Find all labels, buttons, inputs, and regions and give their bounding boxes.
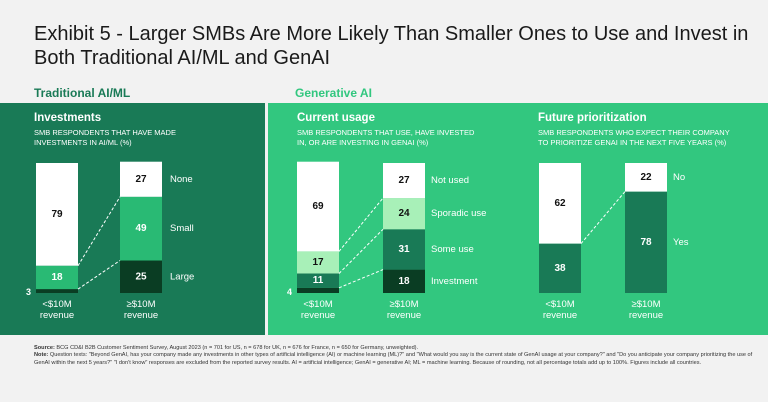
x-label-line: revenue bbox=[300, 310, 336, 321]
bar-usage-large-sporadic-use bbox=[383, 198, 425, 230]
legend-label: Some use bbox=[431, 244, 474, 255]
value-label: 18 bbox=[398, 276, 410, 287]
bar-investments-small-large bbox=[36, 289, 78, 293]
legend-label: Sporadic use bbox=[431, 208, 486, 219]
chart-subtitle-investments-2: INVESTMENTS IN AI/ML (%) bbox=[34, 138, 132, 147]
x-label-usage-small: <$10M revenue bbox=[297, 299, 339, 321]
value-label: 11 bbox=[313, 275, 324, 286]
chart-subtitle-current-usage-1: SMB RESPONDENTS THAT USE, HAVE INVESTED bbox=[297, 128, 475, 137]
chart-subtitle-future-prioritization-1: SMB RESPONDENTS WHO EXPECT THEIR COMPANY bbox=[538, 128, 730, 137]
connector-line bbox=[77, 260, 121, 290]
bar-investments-small-small bbox=[36, 265, 78, 290]
bar-usage-large-some-use bbox=[383, 229, 425, 270]
bar-future-small-no bbox=[539, 163, 581, 244]
bar-investments-small-none bbox=[36, 163, 78, 266]
x-label-future-large: ≥$10M revenue bbox=[625, 299, 667, 321]
chart-subtitle-investments-1: SMB RESPONDENTS THAT HAVE MADE bbox=[34, 128, 176, 137]
value-label: 62 bbox=[554, 198, 566, 209]
section-rule-traditional bbox=[0, 103, 265, 104]
chart-subtitle-future-prioritization-2: TO PRIORITIZE GENAI IN THE NEXT FIVE YEA… bbox=[538, 138, 727, 147]
legend-label: No bbox=[673, 172, 685, 183]
bar-investments-large-small bbox=[120, 196, 162, 261]
x-label-line: ≥$10M bbox=[126, 299, 156, 310]
connector-line bbox=[338, 197, 384, 252]
note-label: Note: bbox=[34, 352, 49, 359]
section-label-generative: Generative AI bbox=[295, 86, 372, 100]
chart-subtitle-current-usage-2: IN, OR ARE INVESTING IN GENAI (%) bbox=[297, 138, 429, 147]
bar-usage-small-not-used bbox=[297, 161, 339, 252]
chart-title-current-usage: Current usage bbox=[297, 112, 375, 124]
bar-future-small-yes bbox=[539, 243, 581, 293]
x-label-line: revenue bbox=[123, 310, 159, 321]
x-label-line: <$10M bbox=[545, 299, 575, 310]
value-label: 24 bbox=[398, 208, 410, 219]
value-label: 78 bbox=[640, 237, 652, 248]
connector-line bbox=[338, 228, 384, 274]
value-label: 3 bbox=[26, 287, 31, 297]
x-label-line: revenue bbox=[628, 310, 664, 321]
value-label: 17 bbox=[312, 257, 324, 268]
footnote: Source: BCG CD&I B2B Customer Sentiment … bbox=[34, 345, 754, 367]
x-label-line: <$10M bbox=[303, 299, 333, 310]
value-label: 79 bbox=[51, 209, 63, 220]
connector-line bbox=[77, 196, 121, 266]
source-label: Source: bbox=[34, 345, 55, 351]
x-label-investments-small: <$10M revenue bbox=[36, 299, 78, 321]
bar-future-large-yes bbox=[625, 191, 667, 293]
value-label: 4 bbox=[287, 287, 292, 297]
legend-label: Small bbox=[170, 223, 194, 234]
bar-usage-small-some-use bbox=[297, 273, 339, 288]
connector-line bbox=[580, 191, 626, 244]
x-label-future-small: <$10M revenue bbox=[539, 299, 581, 321]
legend-label: Yes bbox=[673, 237, 689, 248]
value-label: 69 bbox=[312, 201, 324, 212]
legend-label: Investment bbox=[431, 276, 478, 287]
bar-usage-large-not-used bbox=[383, 163, 425, 199]
value-label: 22 bbox=[640, 172, 652, 183]
page-title: Exhibit 5 - Larger SMBs Are More Likely … bbox=[34, 23, 749, 69]
panel-generative bbox=[268, 104, 768, 335]
x-label-line: revenue bbox=[39, 310, 75, 321]
bar-usage-large-investment bbox=[383, 269, 425, 293]
bar-usage-small-investment bbox=[297, 287, 339, 293]
x-label-line: ≥$10M bbox=[389, 299, 419, 310]
value-label: 18 bbox=[51, 272, 63, 283]
section-rule-generative bbox=[268, 103, 768, 104]
x-label-line: revenue bbox=[542, 310, 578, 321]
x-label-line: ≥$10M bbox=[631, 299, 661, 310]
section-label-traditional: Traditional AI/ML bbox=[34, 86, 131, 100]
bar-usage-small-sporadic-use bbox=[297, 251, 339, 274]
legend-label: Large bbox=[170, 271, 194, 282]
chart-title-investments: Investments bbox=[34, 112, 102, 124]
value-label: 27 bbox=[135, 174, 147, 185]
connector-line bbox=[338, 269, 384, 289]
bar-investments-large-large bbox=[120, 260, 162, 293]
value-label: 38 bbox=[554, 263, 566, 274]
x-label-line: revenue bbox=[386, 310, 422, 321]
source-text: BCG CD&I B2B Customer Sentiment Survey, … bbox=[56, 345, 419, 351]
legend-label: None bbox=[170, 174, 193, 185]
bar-investments-large-none bbox=[120, 161, 162, 197]
value-label: 25 bbox=[135, 271, 147, 282]
note-text: Question texts: "Beyond GenAI, has your … bbox=[34, 352, 753, 366]
x-label-usage-large: ≥$10M revenue bbox=[383, 299, 425, 321]
bar-future-large-no bbox=[625, 163, 667, 192]
x-label-line: <$10M bbox=[42, 299, 72, 310]
x-label-investments-large: ≥$10M revenue bbox=[120, 299, 162, 321]
value-label: 49 bbox=[135, 223, 147, 234]
value-label: 31 bbox=[398, 244, 410, 255]
value-label: 27 bbox=[398, 175, 410, 186]
legend-label: Not used bbox=[431, 175, 469, 186]
chart-title-future-prioritization: Future prioritization bbox=[538, 112, 647, 124]
